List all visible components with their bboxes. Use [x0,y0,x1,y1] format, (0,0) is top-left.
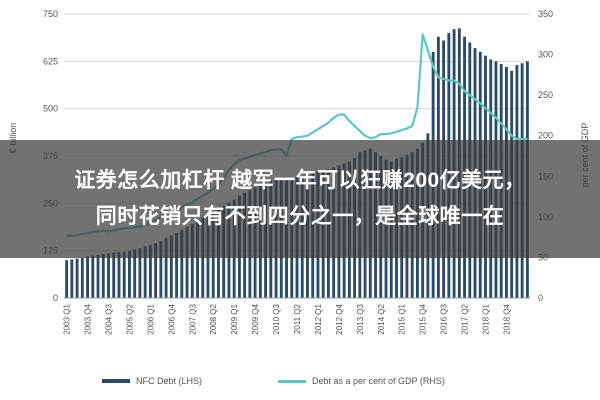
y-tick-label-right: 250 [538,90,553,100]
bar [169,235,173,298]
bar [143,246,147,298]
bar [96,254,100,298]
x-tick-label: 2009 Q1 [230,303,239,334]
bar [154,243,158,298]
bar [107,253,110,298]
x-tick-label: 2003 Q4 [84,303,93,334]
bar [159,241,163,298]
bar [91,255,95,298]
legend-item-debt-gdp: Debt as a per cent of GDP (RHS) [278,370,445,392]
y-tick-label-left: 0 [53,293,58,303]
x-tick-label: 2015 Q4 [419,303,428,334]
bar [86,256,90,298]
x-tick-label: 2009 Q4 [251,303,260,334]
y-axis-label-left: € billion [8,123,18,154]
bar [65,260,69,298]
bar [128,251,131,298]
bar [75,258,79,298]
y-tick-label-right: 200 [538,131,553,141]
x-tick-label: 2011 Q2 [293,303,302,334]
overlay-line-1: 证券怎么加杠杆 越军一年可以狂赚200亿美元， [74,169,526,192]
chart-legend: NFC Debt (LHS) Debt as a per cent of GDP… [0,370,600,392]
x-tick-label: 2008 Q2 [209,303,218,334]
bar [80,257,84,298]
x-tick-label: 2018 Q1 [481,303,490,334]
legend-item-nfc-debt: NFC Debt (LHS) [102,370,202,392]
bar [112,252,116,298]
bar [190,223,194,298]
x-tick-label: 2010 Q3 [272,303,281,334]
legend-swatch-bar [102,379,130,383]
y-tick-label-left: 625 [43,56,58,66]
x-tick-label: 2007 Q3 [188,303,197,334]
x-tick-label: 2012 Q4 [335,303,344,334]
y-tick-label-left: 750 [43,9,58,19]
overlay-banner: 证券怎么加杠杆 越军一年可以狂赚200亿美元， 同时花销只有不到四分之一，是全球… [0,140,600,258]
bar [122,251,126,298]
overlay-line-2: 同时花销只有不到四分之一，是全球唯一在 [95,205,505,228]
overlay-caption: 证券怎么加杠杆 越军一年可以狂赚200亿美元， 同时花销只有不到四分之一，是全球… [0,140,600,258]
bar [164,238,168,298]
legend-label-debt-gdp: Debt as a per cent of GDP (RHS) [312,376,445,386]
legend-swatch-line [278,379,306,383]
x-tick-label: 2014 Q2 [377,303,386,334]
y-tick-label-right: 0 [538,293,543,303]
x-tick-label: 2016 Q3 [440,303,449,334]
x-tick-label: 2017 Q2 [461,303,470,334]
y-tick-label-right: 300 [538,50,553,60]
bar [148,244,152,298]
bar [138,248,142,298]
legend-label-nfc-debt: NFC Debt (LHS) [136,376,203,386]
bar [185,226,189,298]
bar [133,249,137,298]
x-tick-label: 2003 Q1 [63,303,72,334]
bar [101,254,105,298]
x-tick-label: 2015 Q1 [398,303,407,334]
y-tick-label-left: 500 [43,104,58,114]
x-tick-label: 2006 Q4 [167,303,176,334]
x-tick-label: 2004 Q3 [105,303,114,334]
bar [196,220,199,298]
x-tick-label: 2006 Q1 [146,303,155,334]
bar [180,229,184,298]
bar [70,259,74,298]
x-tick-label: 2012 Q1 [314,303,323,334]
y-tick-label-right: 350 [538,9,553,19]
bar [175,232,179,298]
x-tick-label: 2005 Q2 [125,303,134,334]
x-tick-label: 2013 Q3 [356,303,365,334]
x-tick-label: 2018 Q4 [502,303,511,334]
bar [117,252,121,298]
